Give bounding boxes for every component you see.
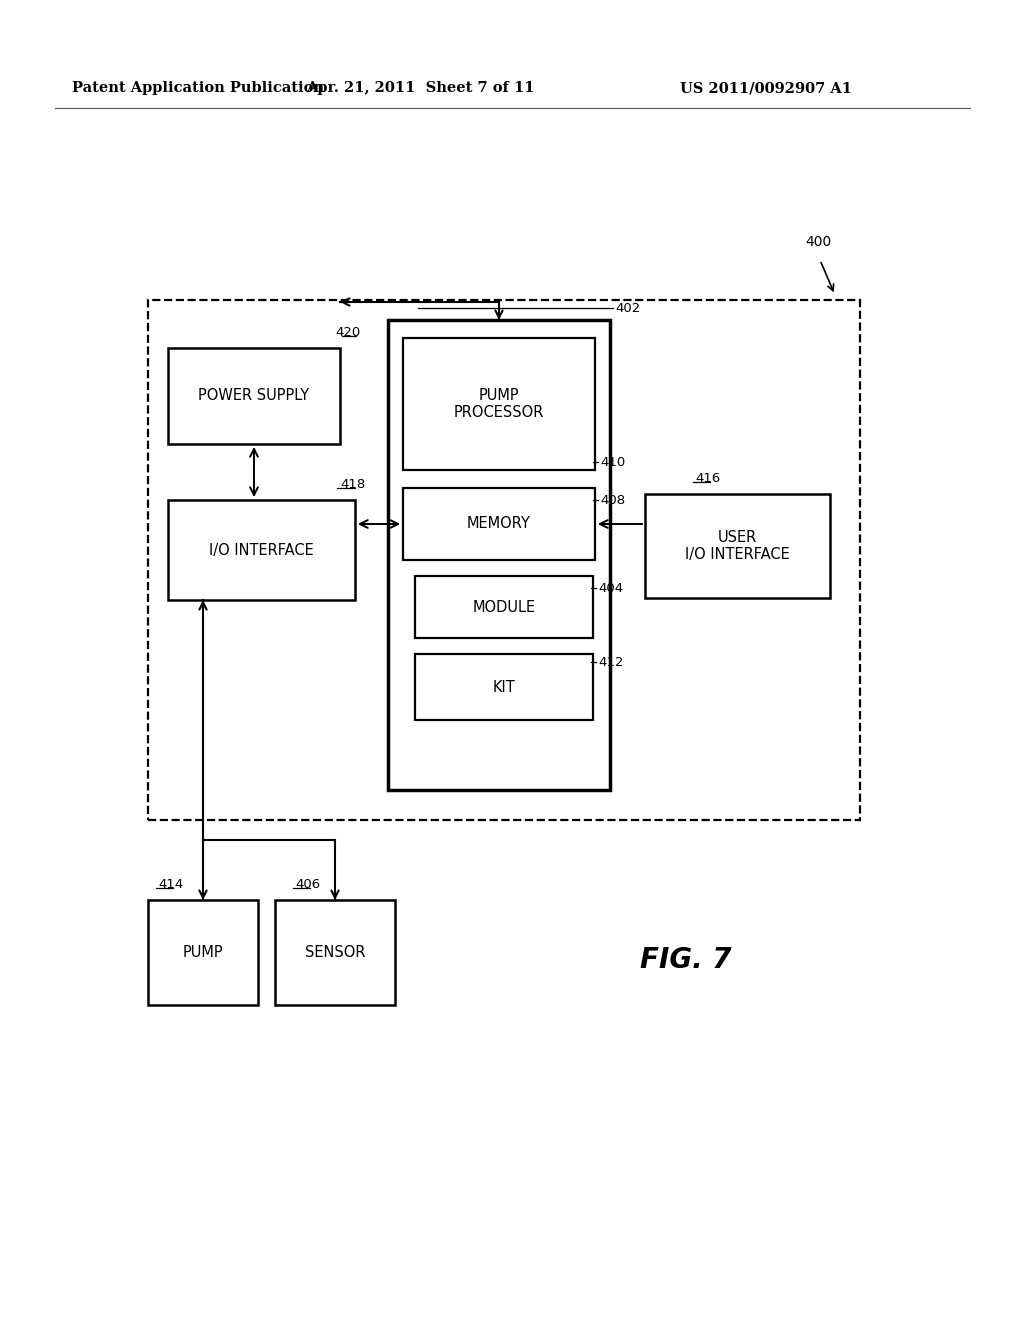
Bar — [148, 300, 860, 820]
Text: I/O INTERFACE: I/O INTERFACE — [209, 543, 314, 557]
Bar — [275, 900, 395, 1005]
Bar — [415, 653, 593, 719]
Text: USER
I/O INTERFACE: USER I/O INTERFACE — [685, 529, 790, 562]
Text: 408: 408 — [600, 494, 625, 507]
Bar — [403, 338, 595, 470]
Text: PUMP: PUMP — [182, 945, 223, 960]
Text: 410: 410 — [600, 455, 626, 469]
Text: FIG. 7: FIG. 7 — [640, 946, 731, 974]
Text: 414: 414 — [158, 879, 183, 891]
Bar — [388, 319, 610, 789]
Bar — [168, 500, 355, 601]
Text: Apr. 21, 2011  Sheet 7 of 11: Apr. 21, 2011 Sheet 7 of 11 — [306, 81, 535, 95]
Text: MODULE: MODULE — [472, 599, 536, 615]
Text: POWER SUPPLY: POWER SUPPLY — [199, 388, 309, 404]
Bar — [415, 576, 593, 638]
Text: 402: 402 — [615, 301, 640, 314]
Text: 404: 404 — [598, 582, 624, 594]
Text: 416: 416 — [695, 473, 720, 486]
Bar — [403, 488, 595, 560]
Text: Patent Application Publication: Patent Application Publication — [72, 81, 324, 95]
Text: 420: 420 — [335, 326, 360, 339]
Text: SENSOR: SENSOR — [305, 945, 366, 960]
Text: 400: 400 — [805, 235, 831, 249]
Text: US 2011/0092907 A1: US 2011/0092907 A1 — [680, 81, 852, 95]
Bar — [148, 900, 258, 1005]
Text: PUMP
PROCESSOR: PUMP PROCESSOR — [454, 388, 544, 420]
Bar — [645, 494, 830, 598]
Text: KIT: KIT — [493, 680, 515, 694]
Text: 418: 418 — [340, 479, 366, 491]
Bar — [168, 348, 340, 444]
Text: 412: 412 — [598, 656, 624, 668]
Text: 406: 406 — [295, 879, 321, 891]
Text: MEMORY: MEMORY — [467, 516, 530, 532]
